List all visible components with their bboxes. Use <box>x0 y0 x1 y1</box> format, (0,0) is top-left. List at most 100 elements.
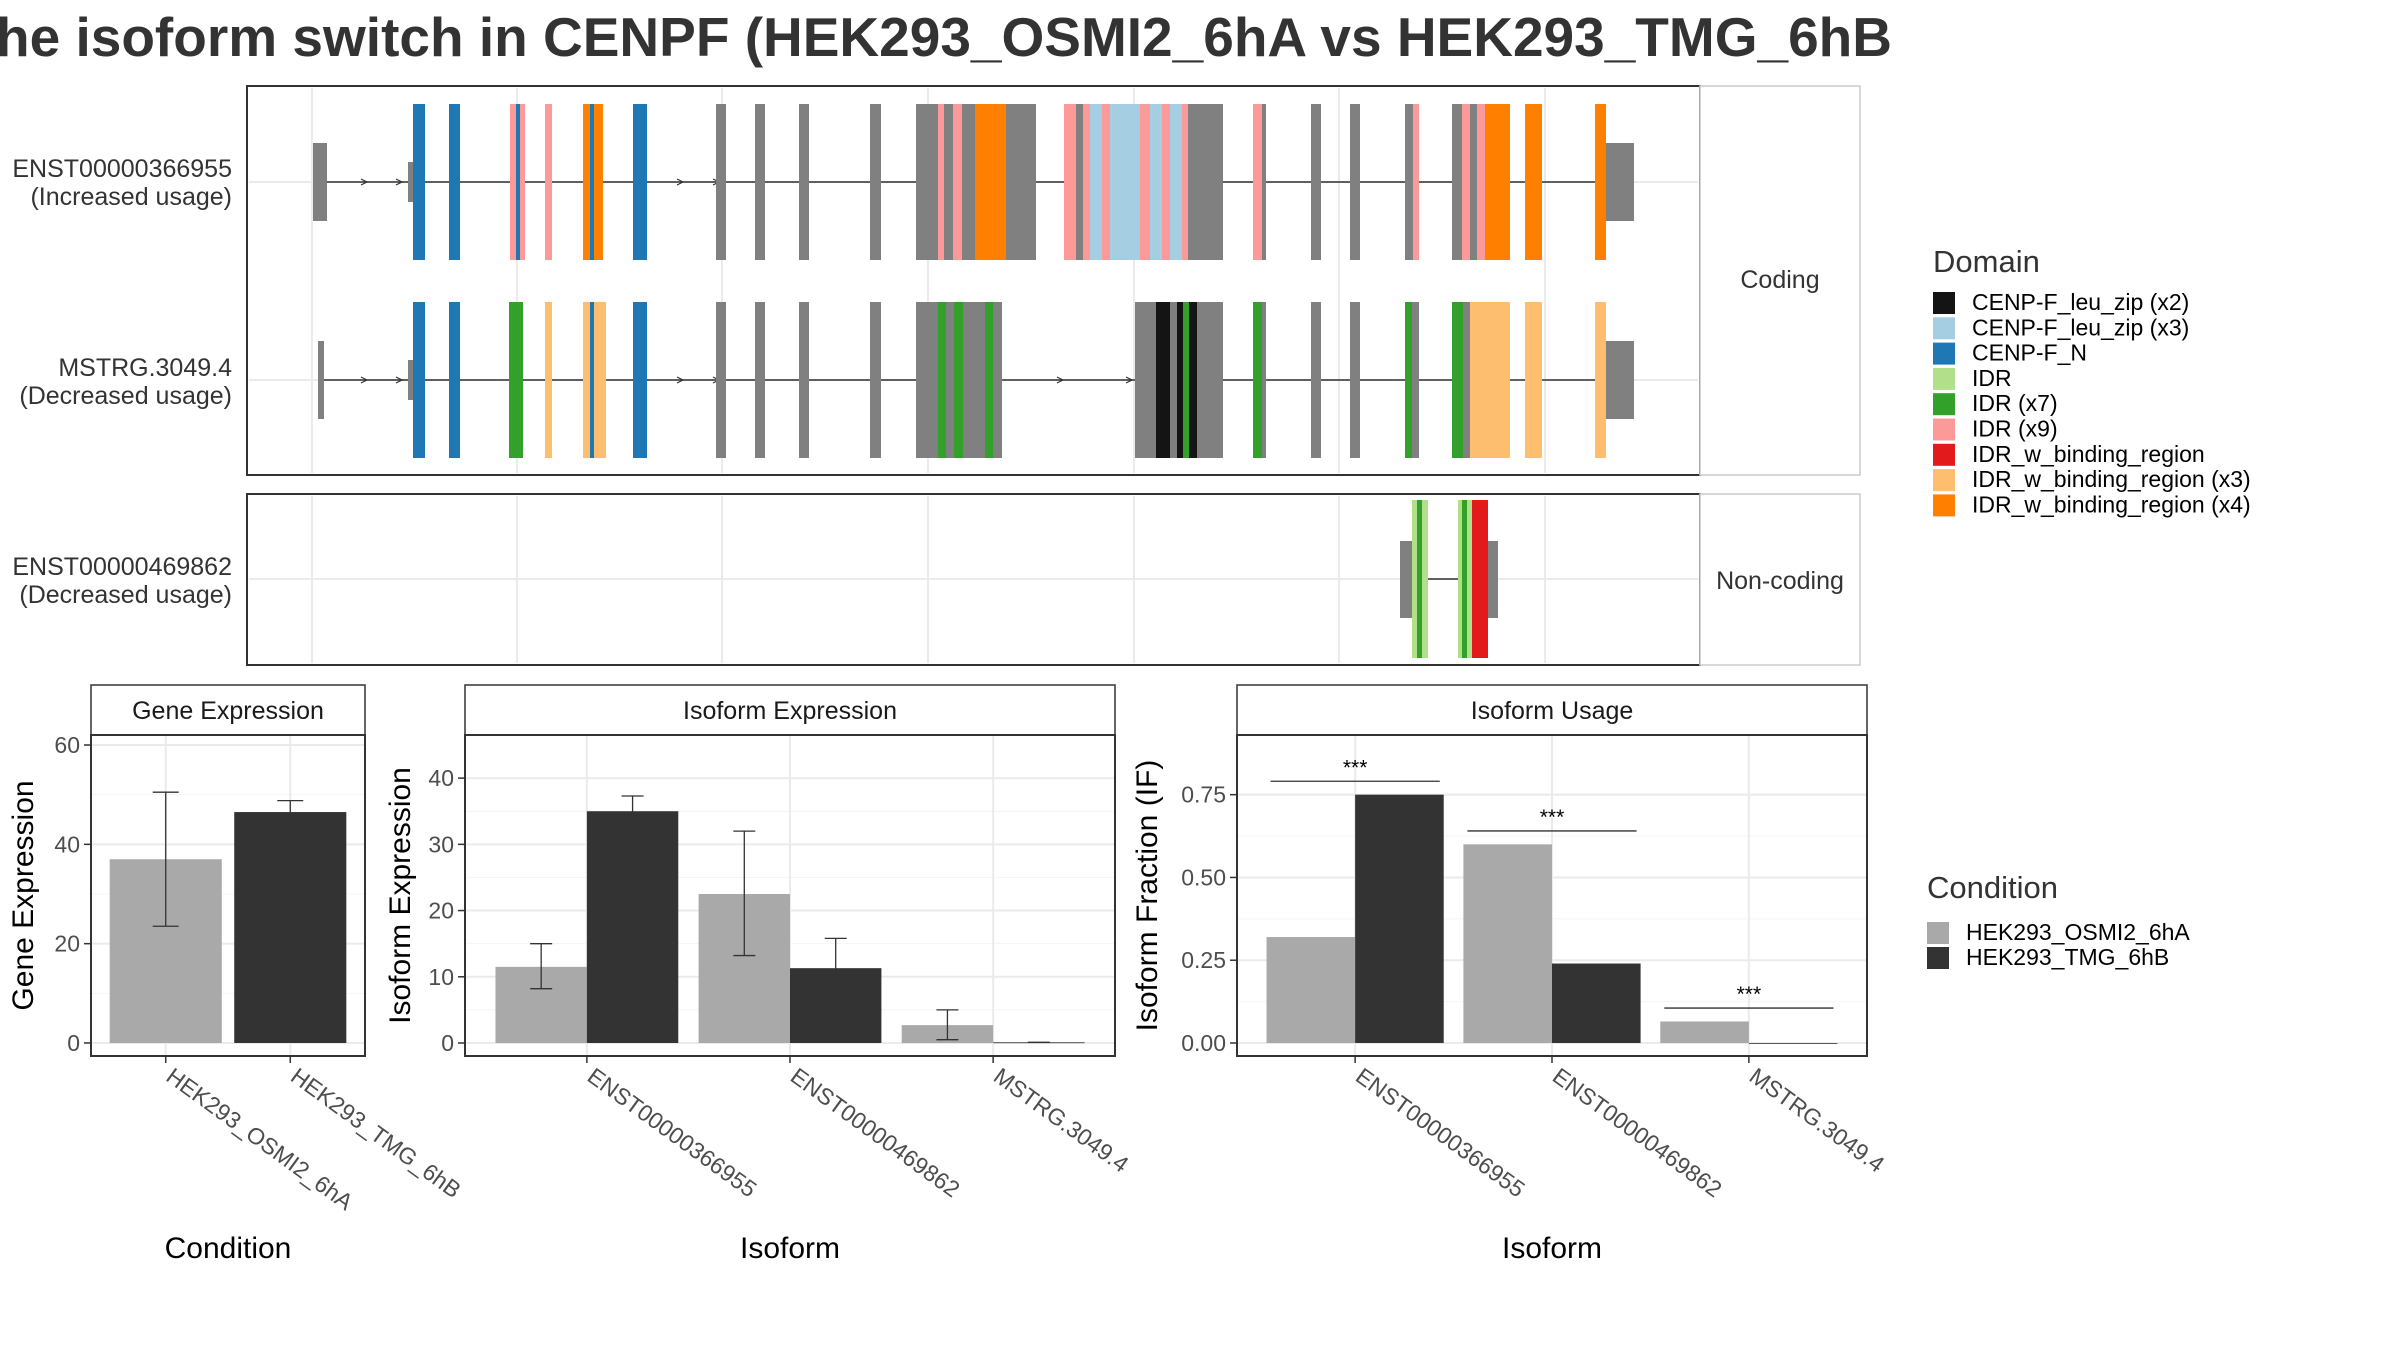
y-tick-label: 20 <box>54 931 80 957</box>
domain-exon <box>1417 500 1422 658</box>
x-tick-label: ENST00000469862 <box>786 1063 965 1203</box>
y-axis-label: Gene Expression <box>7 780 40 1010</box>
exon <box>963 302 985 458</box>
domain-exon <box>1462 104 1470 260</box>
exon <box>993 302 1002 458</box>
transcript-labels: ENST00000366955 (Increased usage) MSTRG.… <box>12 155 232 609</box>
domain-exon <box>1485 104 1510 260</box>
domain-exon <box>545 104 552 260</box>
tx3-usage-label: (Decreased usage) <box>19 581 232 609</box>
condition-legend-swatch <box>1927 922 1949 944</box>
domain-exon <box>640 104 647 260</box>
tx1-usage-label: (Increased usage) <box>30 183 232 211</box>
domain-exon <box>1525 302 1542 458</box>
chart-title: Gene Expression <box>132 697 324 725</box>
domain-legend-swatch <box>1933 292 1955 314</box>
domain-legend-swatch <box>1933 317 1955 340</box>
domain-exon <box>1452 302 1463 458</box>
domain-exon <box>449 302 460 458</box>
significance-label: *** <box>1737 983 1762 1006</box>
domain-exon <box>516 104 520 260</box>
exon <box>946 302 954 458</box>
exon <box>799 302 809 458</box>
strand-arrow <box>1125 376 1134 384</box>
domain-legend-swatch <box>1933 469 1955 492</box>
utr-block <box>408 360 415 400</box>
tx1-id-label: ENST00000366955 <box>12 155 232 183</box>
domain-exon <box>1170 104 1182 260</box>
domain-exon <box>413 302 425 458</box>
domain-exon <box>1477 104 1485 260</box>
tx3-id-label: ENST00000469862 <box>12 553 232 581</box>
bar <box>1355 794 1444 1043</box>
domain-legend-label: IDR (x7) <box>1972 390 2058 416</box>
isoform-usage-chart: Isoform Usage 0.00 0.25 0.50 0.75 *** *** *** EN… <box>1131 684 1890 1265</box>
noncoding-strip-label: Non-coding <box>1716 567 1844 595</box>
bar <box>1463 844 1552 1043</box>
y-tick-label: 40 <box>428 765 454 791</box>
exon <box>1452 104 1462 260</box>
domain-legend-label: IDR_w_binding_region (x3) <box>1972 466 2251 492</box>
domain-legend-label: CENP-F_N <box>1972 340 2087 366</box>
domain-exon <box>1595 302 1606 458</box>
chart-strip <box>1236 684 1868 736</box>
exon <box>1076 104 1083 260</box>
y-tick-label: 40 <box>54 831 80 857</box>
y-tick-label: 60 <box>54 732 80 758</box>
domain-exon <box>1150 104 1162 260</box>
domain-legend-label: IDR_w_binding_region (x4) <box>1972 491 2251 517</box>
exon <box>944 104 953 260</box>
domain-legend-title: Domain <box>1933 244 2040 279</box>
strand-arrow <box>395 376 404 384</box>
y-tick-label: 0 <box>67 1030 80 1056</box>
y-tick-label: 30 <box>428 831 454 857</box>
domain-exon <box>594 302 606 458</box>
domain-exon <box>1162 104 1170 260</box>
domain-exon <box>1472 500 1488 658</box>
noncoding-structure-panel: Non-coding <box>246 493 1861 666</box>
exon <box>1188 104 1223 260</box>
domain-exon <box>1189 302 1197 458</box>
domain-exon <box>413 104 425 260</box>
chart-title: Isoform Expression <box>683 697 897 725</box>
domain-exon <box>1182 104 1188 260</box>
exon <box>1170 302 1177 458</box>
domain-exon <box>518 302 523 458</box>
domain-exon <box>594 104 603 260</box>
domain-exon <box>975 104 988 260</box>
domain-exon <box>1253 302 1262 458</box>
domain-exon <box>1470 302 1485 458</box>
bar <box>1552 963 1641 1043</box>
domain-legend-label: IDR <box>1972 365 2012 391</box>
coding-strip-label: Coding <box>1740 266 1819 294</box>
exon <box>916 104 938 260</box>
domain-exon <box>583 302 590 458</box>
domain-exon <box>1177 302 1183 458</box>
significance-label: *** <box>1343 756 1368 779</box>
utr-block <box>1606 143 1634 221</box>
domain-exon <box>520 104 525 260</box>
domain-exon <box>1156 302 1170 458</box>
domain-exon <box>1253 104 1262 260</box>
domain-legend-swatch <box>1933 342 1955 365</box>
domain-exon <box>1090 104 1102 260</box>
domain-legend-label: CENP-F_leu_zip (x3) <box>1972 314 2189 340</box>
strand-arrow <box>360 178 369 186</box>
x-axis-label: Condition <box>165 1232 292 1265</box>
bar <box>234 812 347 1043</box>
exon <box>1311 104 1321 260</box>
chart-strip <box>464 684 1116 736</box>
transcript-enst00000469862 <box>1400 500 1498 658</box>
y-tick-label: 0.00 <box>1181 1030 1226 1056</box>
domain-exon <box>954 302 963 458</box>
x-tick-label: MSTRG.3049.4 <box>1745 1063 1890 1178</box>
y-tick-label: 10 <box>428 964 454 990</box>
domain-legend-label: CENP-F_leu_zip (x2) <box>1972 289 2189 315</box>
domain-legend-label: IDR_w_binding_region <box>1972 441 2205 467</box>
domain-exon <box>1110 104 1140 260</box>
x-tick-label: ENST00000366955 <box>1351 1063 1530 1203</box>
utr-block <box>313 143 327 221</box>
